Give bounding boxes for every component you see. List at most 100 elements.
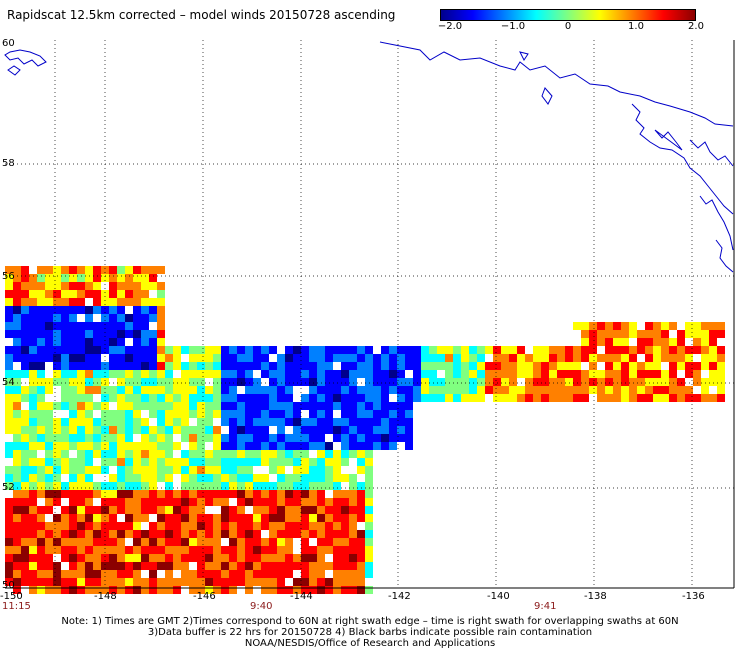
wind-cell	[269, 578, 277, 586]
wind-cell	[85, 506, 93, 514]
wind-cell	[517, 354, 525, 362]
wind-cell	[653, 378, 661, 386]
wind-cell	[125, 530, 133, 538]
wind-cell	[29, 274, 37, 282]
wind-cell	[77, 474, 85, 482]
wind-cell	[421, 394, 429, 402]
wind-cell	[213, 514, 221, 522]
wind-cell	[45, 322, 53, 330]
lon-label: -150	[0, 591, 23, 602]
wind-cell	[221, 386, 229, 394]
wind-cell	[677, 354, 685, 362]
wind-cell	[301, 554, 309, 562]
wind-cell	[237, 538, 245, 546]
wind-cell	[133, 546, 141, 554]
wind-cell	[429, 378, 437, 386]
wind-cell	[61, 546, 69, 554]
wind-cell	[117, 426, 125, 434]
wind-cell	[421, 378, 429, 386]
wind-cell	[21, 442, 29, 450]
wind-cell	[213, 498, 221, 506]
wind-cell	[357, 562, 365, 570]
wind-cell	[293, 458, 301, 466]
wind-cell	[173, 458, 181, 466]
wind-cell	[373, 370, 381, 378]
wind-cell	[77, 418, 85, 426]
wind-cell	[237, 578, 245, 586]
wind-cell	[29, 570, 37, 578]
wind-cell	[253, 498, 261, 506]
wind-cell	[133, 450, 141, 458]
wind-cell	[181, 554, 189, 562]
wind-cell	[341, 554, 349, 562]
wind-cell	[69, 274, 77, 282]
wind-cell	[93, 570, 101, 578]
wind-cell	[285, 490, 293, 498]
wind-cell	[493, 346, 501, 354]
wind-cell	[53, 514, 61, 522]
wind-cell	[53, 530, 61, 538]
wind-cell	[533, 370, 541, 378]
wind-cell	[21, 282, 29, 290]
wind-cell	[373, 378, 381, 386]
wind-cell	[285, 570, 293, 578]
wind-cell	[141, 418, 149, 426]
wind-cell	[357, 410, 365, 418]
wind-cell	[261, 458, 269, 466]
wind-cell	[125, 514, 133, 522]
wind-cell	[701, 338, 709, 346]
wind-cell	[213, 474, 221, 482]
wind-cell	[229, 410, 237, 418]
wind-cell	[133, 378, 141, 386]
wind-cell	[205, 562, 213, 570]
wind-cell	[477, 346, 485, 354]
wind-cell	[69, 442, 77, 450]
wind-cell	[237, 554, 245, 562]
wind-cell	[93, 514, 101, 522]
wind-cell	[325, 546, 333, 554]
wind-cell	[29, 586, 37, 594]
wind-cell	[45, 290, 53, 298]
wind-cell	[45, 562, 53, 570]
wind-cell	[189, 554, 197, 562]
wind-cell	[301, 426, 309, 434]
wind-cell	[45, 378, 53, 386]
wind-cell	[109, 474, 117, 482]
wind-cell	[597, 378, 605, 386]
wind-cell	[21, 474, 29, 482]
wind-cell	[77, 514, 85, 522]
wind-cell	[333, 482, 341, 490]
wind-cell	[69, 458, 77, 466]
wind-cell	[133, 498, 141, 506]
wind-cell	[61, 530, 69, 538]
wind-cell	[189, 434, 197, 442]
wind-cell	[277, 530, 285, 538]
wind-cell	[37, 426, 45, 434]
wind-cell	[101, 378, 109, 386]
wind-cell	[509, 394, 517, 402]
wind-cell	[309, 370, 317, 378]
wind-cell	[221, 498, 229, 506]
wind-cell	[693, 362, 701, 370]
coastline	[4, 41, 734, 273]
wind-cell	[157, 410, 165, 418]
wind-cell	[13, 298, 21, 306]
wind-cell	[61, 506, 69, 514]
wind-cell	[245, 490, 253, 498]
wind-cell	[261, 346, 269, 354]
wind-cell	[29, 290, 37, 298]
wind-cell	[109, 514, 117, 522]
wind-cell	[141, 394, 149, 402]
wind-cell	[285, 586, 293, 594]
wind-cell	[21, 314, 29, 322]
wind-cell	[445, 362, 453, 370]
wind-cell	[637, 362, 645, 370]
wind-cell	[37, 378, 45, 386]
wind-cell	[237, 394, 245, 402]
wind-cell	[357, 546, 365, 554]
wind-cell	[61, 346, 69, 354]
wind-cell	[317, 522, 325, 530]
wind-cell	[13, 346, 21, 354]
wind-cell	[197, 354, 205, 362]
wind-cell	[429, 362, 437, 370]
